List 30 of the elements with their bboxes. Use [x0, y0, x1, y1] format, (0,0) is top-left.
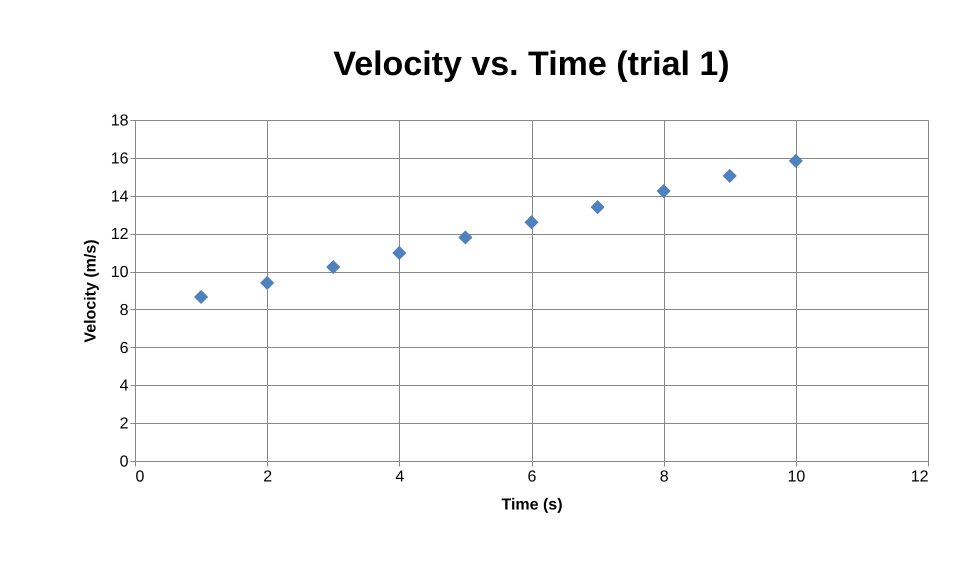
y-tick-label: 4 — [120, 378, 129, 395]
point — [788, 154, 803, 168]
x-tick-label: 4 — [395, 468, 404, 486]
y-tick-label: 2 — [120, 416, 129, 433]
y-tick-label: 0 — [120, 454, 129, 470]
y-tick-label: 10 — [110, 264, 129, 282]
point — [590, 200, 605, 214]
point — [458, 230, 472, 245]
point — [392, 246, 406, 260]
x-tick-label: 6 — [528, 468, 537, 486]
y-axis-title: Velocity (m/s) — [82, 239, 100, 343]
x-tick-label: 12 — [910, 468, 929, 486]
y-tick-label: 6 — [120, 340, 129, 357]
y-tick-label: 14 — [110, 188, 129, 206]
point — [524, 215, 539, 230]
chart-title: Velocity vs. Time (trial 1) — [333, 45, 730, 83]
y-tick-label: 18 — [110, 112, 129, 130]
x-tick-label: 2 — [263, 468, 272, 486]
x-tick-label: 8 — [660, 468, 669, 486]
x-tick-label: 0 — [136, 468, 144, 486]
y-tick-label: 16 — [110, 150, 129, 168]
point — [194, 290, 208, 304]
y-tick-label: 8 — [120, 302, 129, 319]
point — [260, 276, 274, 290]
point — [656, 184, 671, 198]
point — [722, 168, 737, 183]
y-tick-label: 12 — [110, 226, 129, 244]
x-tick-label: 10 — [787, 468, 806, 486]
point — [326, 260, 340, 274]
x-axis-title: Time (s) — [501, 496, 563, 514]
